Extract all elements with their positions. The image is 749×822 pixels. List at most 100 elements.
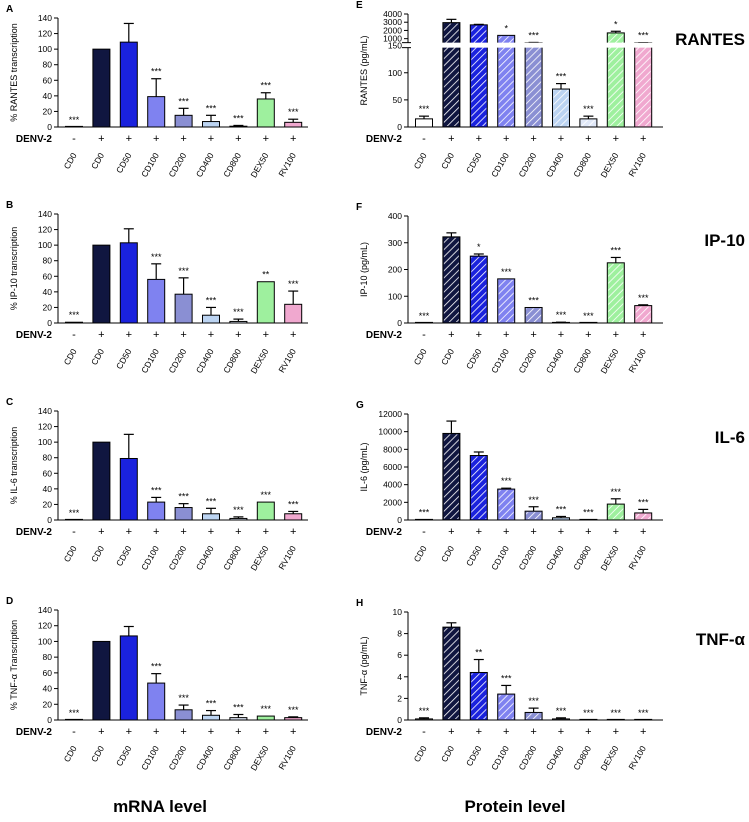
category-label: DEX50	[248, 744, 270, 773]
significance-label: ***	[178, 693, 189, 703]
bar-dex50	[256, 98, 275, 128]
y-tick-label: 140	[38, 406, 52, 416]
significance-label: ***	[69, 115, 80, 125]
y-tick-label: 400	[388, 211, 402, 221]
significance-label: ***	[151, 662, 162, 672]
significance-label: ***	[501, 673, 512, 683]
bar-cd100	[147, 278, 166, 324]
denv-sign: +	[530, 329, 536, 341]
y-tick-label: 150	[388, 41, 402, 51]
cytokine-label: IL-6	[715, 428, 745, 447]
panel-d: D 0 20 40 60 80 100 120 140 % TNF-α Transcription…	[6, 596, 308, 772]
denv-sign: +	[235, 726, 241, 738]
category-label: CD200	[516, 544, 538, 572]
denv-sign: +	[263, 329, 269, 341]
category-label: CD0	[62, 744, 79, 764]
denv-sign: +	[585, 726, 591, 738]
denv-label: DENV-2	[366, 527, 403, 538]
denv-sign: +	[640, 329, 646, 341]
category-label: RV100	[626, 744, 648, 772]
y-axis-label: IL-6 (pg/mL)	[359, 442, 369, 491]
denv-label: DENV-2	[366, 330, 403, 341]
denv-sign: +	[476, 726, 482, 738]
denv-sign: +	[476, 329, 482, 341]
y-tick-label: 140	[38, 605, 52, 615]
bar-hatch	[498, 36, 514, 126]
y-tick-label: 4	[397, 672, 402, 682]
y-tick-label: 0	[397, 715, 402, 725]
y-tick-label: 4000	[383, 480, 402, 490]
denv-sign: +	[263, 526, 269, 538]
panel-g: G 0 2000 4000 6000 8000 10000 12000 IL-6 (pg/mL)…	[356, 400, 745, 572]
y-tick-label: 10	[393, 607, 403, 617]
denv-sign: +	[98, 133, 104, 145]
y-tick-label: 20	[43, 699, 53, 709]
category-label: CD200	[166, 151, 188, 179]
bar-hatch	[553, 90, 569, 126]
significance-label: ***	[528, 495, 539, 505]
bar-hatch	[608, 505, 624, 519]
category-label: CD0	[89, 744, 106, 764]
category-label: CD0	[89, 151, 106, 171]
denv-sign: +	[263, 133, 269, 145]
y-tick-label: 0	[47, 715, 52, 725]
denv-sign: +	[180, 726, 186, 738]
significance-label: ***	[583, 508, 594, 518]
category-label: CD0	[439, 544, 456, 564]
significance-label: ***	[419, 104, 430, 114]
significance-label: ***	[261, 490, 272, 500]
denv-sign: +	[126, 133, 132, 145]
significance-label: ***	[69, 310, 80, 320]
significance-label: ***	[638, 293, 649, 303]
y-tick-label: 3000	[383, 17, 402, 27]
bar-hatch	[443, 23, 459, 127]
bar-cd400	[202, 513, 220, 521]
bar-cd0-mock	[65, 125, 83, 128]
denv-label: DENV-2	[16, 134, 53, 145]
significance-label: ***	[233, 703, 244, 713]
bar-cd50	[119, 635, 138, 721]
y-tick-label: 100	[38, 636, 52, 646]
bar-hatch	[635, 43, 651, 126]
significance-label: ***	[233, 505, 244, 515]
bar-cd0-mock	[415, 518, 433, 521]
category-label: DEX50	[248, 347, 270, 376]
denv-sign: +	[235, 133, 241, 145]
significance-label: *	[477, 242, 481, 252]
y-tick-label: 120	[38, 29, 52, 39]
denv-sign: +	[235, 329, 241, 341]
category-label: RV100	[626, 544, 648, 572]
bar-cd100	[147, 96, 166, 128]
category-label: CD50	[114, 544, 134, 568]
category-label: CD800	[571, 744, 593, 772]
significance-label: *	[614, 19, 618, 29]
bar-cd0	[92, 640, 111, 721]
denv-sign: +	[290, 726, 296, 738]
category-label: CD800	[571, 151, 593, 179]
category-label: CD0	[89, 347, 106, 367]
bar-rv100	[284, 121, 303, 128]
category-label: CD0	[439, 744, 456, 764]
denv-sign: +	[503, 133, 509, 145]
category-label: RV100	[626, 151, 648, 179]
bar-hatch	[526, 512, 542, 519]
significance-label: ***	[233, 113, 244, 123]
denv-sign: +	[98, 526, 104, 538]
denv-sign: -	[422, 133, 426, 145]
denv-sign: +	[503, 726, 509, 738]
y-tick-label: 140	[38, 13, 52, 23]
category-label: CD0	[62, 544, 79, 564]
category-label: CD0	[439, 347, 456, 367]
bar-hatch	[526, 43, 542, 126]
significance-label: ***	[611, 487, 622, 497]
y-tick-label: 0	[47, 515, 52, 525]
y-tick-label: 100	[388, 68, 402, 78]
denv-sign: +	[640, 526, 646, 538]
bar-cd100	[147, 501, 166, 521]
y-tick-label: 0	[397, 318, 402, 328]
category-label: CD100	[139, 347, 161, 375]
bar-rv100	[284, 303, 303, 324]
category-label: CD100	[489, 347, 511, 375]
significance-label: ***	[288, 705, 299, 715]
category-label: CD100	[489, 744, 511, 772]
